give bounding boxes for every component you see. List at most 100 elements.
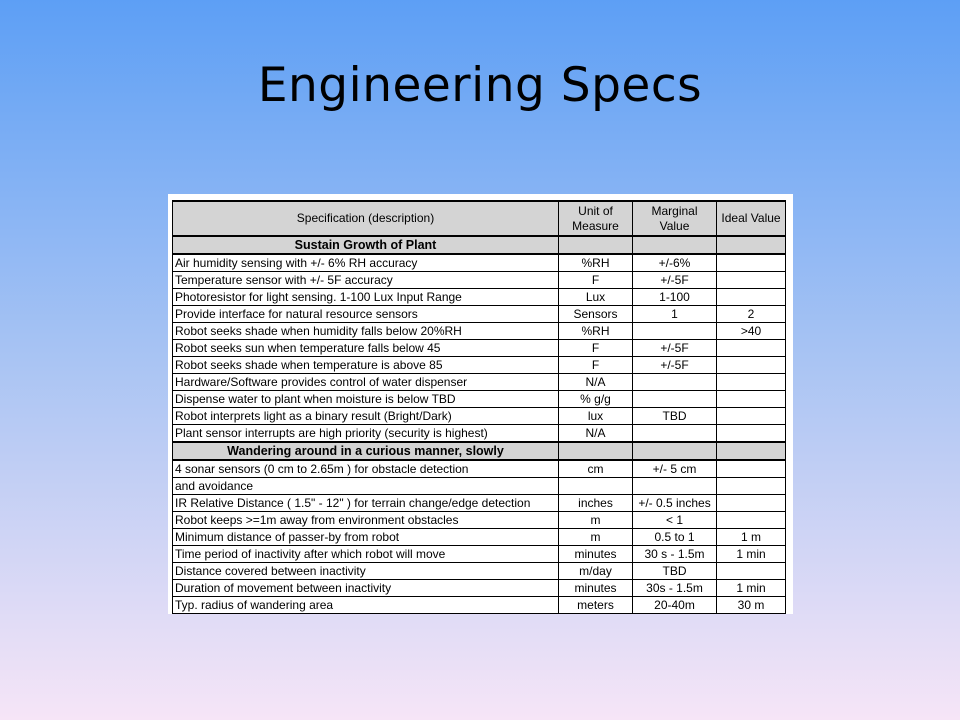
cell-marginal (632, 322, 717, 340)
cell-marginal: 30s - 1.5m (632, 579, 717, 597)
cell-marginal: +/-6% (632, 253, 717, 272)
cell-spec: Air humidity sensing with +/- 6% RH accu… (172, 253, 559, 272)
cell-spec: IR Relative Distance ( 1.5" - 12" ) for … (172, 494, 559, 512)
cell-ideal: >40 (716, 322, 786, 340)
cell-ideal (716, 424, 786, 443)
cell-unit: lux (558, 407, 633, 425)
cell-ideal (716, 356, 786, 374)
table-row: Typ. radius of wandering area meters 20-40… (172, 596, 786, 614)
header-unit-of-measure: Unit of Measure (558, 200, 633, 237)
cell-unit: N/A (558, 424, 633, 443)
cell-unit: minutes (558, 545, 633, 563)
cell-spec: Robot seeks shade when humidity falls be… (172, 322, 559, 340)
cell-spec: Hardware/Software provides control of wa… (172, 373, 559, 391)
cell-unit: meters (558, 596, 633, 614)
table-row: Robot interprets light as a binary resul… (172, 407, 786, 425)
cell-marginal: 1-100 (632, 288, 717, 306)
header-marginal-value: Marginal Value (632, 200, 717, 237)
table-row: Dispense water to plant when moisture is… (172, 390, 786, 408)
cell-marginal: TBD (632, 562, 717, 580)
section-filler-cell (558, 441, 633, 461)
cell-unit: %RH (558, 322, 633, 340)
table-body: Sustain Growth of Plant Air humidity sens… (172, 235, 786, 614)
cell-unit: F (558, 339, 633, 357)
cell-unit: m (558, 528, 633, 546)
cell-marginal: +/- 5 cm (632, 459, 717, 478)
cell-spec: Robot seeks shade when temperature is ab… (172, 356, 559, 374)
section-filler-cell (632, 441, 717, 461)
cell-spec: Robot interprets light as a binary resul… (172, 407, 559, 425)
cell-unit: Sensors (558, 305, 633, 323)
table-row: Robot seeks shade when humidity falls be… (172, 322, 786, 340)
spec-spreadsheet: Specification (description) Unit of Meas… (168, 194, 793, 614)
cell-marginal: 30 s - 1.5m (632, 545, 717, 563)
table-row: and avoidance (172, 477, 786, 495)
cell-ideal: 1 min (716, 579, 786, 597)
cell-ideal (716, 373, 786, 391)
cell-ideal: 30 m (716, 596, 786, 614)
cell-ideal (716, 339, 786, 357)
cell-marginal: TBD (632, 407, 717, 425)
section-header-row: Wandering around in a curious manner, sl… (172, 441, 786, 461)
table-row: Air humidity sensing with +/- 6% RH accu… (172, 253, 786, 272)
table-header-row: Specification (description) Unit of Meas… (172, 200, 786, 237)
table-row: Hardware/Software provides control of wa… (172, 373, 786, 391)
cell-spec: Minimum distance of passer-by from robot (172, 528, 559, 546)
cell-unit: %RH (558, 253, 633, 272)
table-row: Distance covered between inactivity m/day… (172, 562, 786, 580)
table-row: Robot seeks shade when temperature is ab… (172, 356, 786, 374)
cell-ideal (716, 511, 786, 529)
table-row: Photoresistor for light sensing. 1-100 L… (172, 288, 786, 306)
cell-marginal: < 1 (632, 511, 717, 529)
cell-unit: Lux (558, 288, 633, 306)
table-row: 4 sonar sensors (0 cm to 2.65m ) for obs… (172, 459, 786, 478)
table-row: Robot keeps >=1m away from environment o… (172, 511, 786, 529)
table-row: Provide interface for natural resource s… (172, 305, 786, 323)
section-filler-cell (632, 235, 717, 255)
table-row: Plant sensor interrupts are high priorit… (172, 424, 786, 443)
cell-marginal: 1 (632, 305, 717, 323)
cell-ideal (716, 407, 786, 425)
cell-marginal (632, 477, 717, 495)
cell-spec: Distance covered between inactivity (172, 562, 559, 580)
cell-marginal (632, 373, 717, 391)
cell-spec: 4 sonar sensors (0 cm to 2.65m ) for obs… (172, 459, 559, 478)
table-row: Duration of movement between inactivity m… (172, 579, 786, 597)
cell-ideal (716, 459, 786, 478)
cell-spec: Typ. radius of wandering area (172, 596, 559, 614)
cell-marginal: +/-5F (632, 339, 717, 357)
section-filler-cell (716, 235, 786, 255)
cell-ideal (716, 477, 786, 495)
cell-spec: Robot seeks sun when temperature falls b… (172, 339, 559, 357)
section-title: Sustain Growth of Plant (172, 235, 559, 255)
cell-ideal: 1 min (716, 545, 786, 563)
table-row: Robot seeks sun when temperature falls b… (172, 339, 786, 357)
cell-ideal (716, 271, 786, 289)
cell-unit: F (558, 356, 633, 374)
cell-spec: Provide interface for natural resource s… (172, 305, 559, 323)
cell-ideal (716, 494, 786, 512)
cell-marginal: +/-5F (632, 356, 717, 374)
cell-spec: Robot keeps >=1m away from environment o… (172, 511, 559, 529)
cell-ideal (716, 288, 786, 306)
engineering-specs-table: Specification (description) Unit of Meas… (172, 200, 786, 614)
section-title: Wandering around in a curious manner, sl… (172, 441, 559, 461)
cell-spec: Dispense water to plant when moisture is… (172, 390, 559, 408)
cell-spec: Time period of inactivity after which ro… (172, 545, 559, 563)
cell-spec: Plant sensor interrupts are high priorit… (172, 424, 559, 443)
cell-unit: F (558, 271, 633, 289)
cell-spec: Photoresistor for light sensing. 1-100 L… (172, 288, 559, 306)
cell-unit: minutes (558, 579, 633, 597)
cell-unit: m/day (558, 562, 633, 580)
table-row: Minimum distance of passer-by from robot… (172, 528, 786, 546)
section-filler-cell (716, 441, 786, 461)
cell-unit: m (558, 511, 633, 529)
cell-marginal: 0.5 to 1 (632, 528, 717, 546)
cell-unit: N/A (558, 373, 633, 391)
cell-marginal (632, 424, 717, 443)
table-row: IR Relative Distance ( 1.5" - 12" ) for … (172, 494, 786, 512)
cell-marginal: 20-40m (632, 596, 717, 614)
cell-unit: inches (558, 494, 633, 512)
cell-marginal: +/-5F (632, 271, 717, 289)
cell-spec: Duration of movement between inactivity (172, 579, 559, 597)
